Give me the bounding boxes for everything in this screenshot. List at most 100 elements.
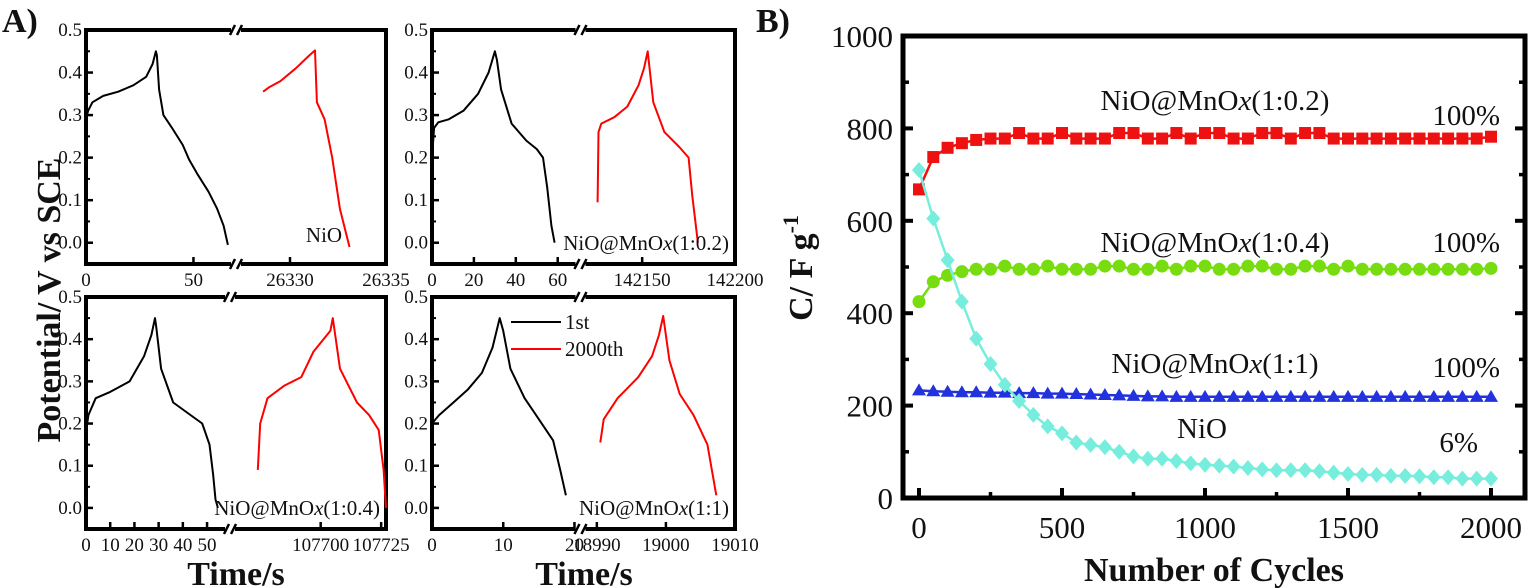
marker-triangle [1212,389,1227,402]
series-nio [912,161,1498,487]
x-tick-label: 0 [427,535,437,556]
marker-circle [1198,259,1212,273]
marker-square [1070,132,1083,145]
marker-circle [1184,259,1198,273]
panel-b-ylabel: C/ F g-1 [778,215,820,321]
marker-diamond [997,376,1012,393]
retention-label: 6% [1439,427,1478,459]
annotation-main: NiO@MnO [563,231,663,255]
x-tick-label: 19010 [711,535,759,556]
marker-square [1056,127,1068,140]
series-annotation: NiO@MnOx(1:1) [1111,348,1318,380]
marker-square [913,183,925,196]
marker-triangle [1155,389,1170,402]
y-tick-label: 0.0 [58,498,82,519]
marker-diamond [1412,468,1427,485]
marker-triangle [1112,388,1127,401]
marker-circle [1084,262,1098,276]
y-tick-label: 0.1 [404,456,428,477]
marker-circle [1441,262,1455,276]
marker-circle [1398,262,1412,276]
axis-break-mark [229,291,238,303]
annotation-italic: x [1237,85,1251,117]
marker-diamond [1112,443,1127,460]
marker-circle [1098,259,1112,273]
marker-triangle [1183,389,1198,402]
axis-break-mark [222,523,231,535]
marker-square [984,132,997,145]
y-tick-label: 0.3 [404,105,428,126]
axis-break-mark [580,523,588,535]
marker-diamond [1441,469,1456,486]
x-tick-label: 0 [427,270,437,291]
marker-triangle [1441,389,1456,402]
marker-square [1141,132,1154,145]
marker-triangle [1341,389,1355,402]
x-tick-label: 26335 [362,270,410,291]
marker-triangle [1198,389,1212,402]
marker-circle [1470,262,1484,276]
marker-triangle [1126,388,1141,401]
marker-diamond [1283,462,1298,479]
marker-diamond [1155,450,1170,467]
panel-a-xlabel-left: Time/s [187,556,285,588]
marker-triangle [1097,387,1112,400]
marker-square [1427,132,1440,145]
y-tick-label: 400 [847,296,894,331]
marker-square [1113,127,1126,140]
retention-label: 100% [1432,227,1500,259]
marker-square [1170,127,1183,140]
axis-break-mark [235,24,244,36]
y-tick-label: 0 [878,481,894,516]
retention-label: 100% [1432,100,1500,132]
x-tick-label: 30 [149,535,168,556]
marker-square [1227,132,1240,145]
marker-square [1127,127,1140,140]
marker-square [1413,132,1426,145]
marker-circle [1069,262,1083,276]
marker-diamond [1083,436,1098,453]
y-tick-label: 0.2 [404,414,428,435]
series-nio-mnox-1-1- [912,383,1498,402]
marker-circle [1270,262,1283,276]
y-tick-label: 0.0 [58,233,82,254]
y-tick-label: 0.1 [404,190,428,211]
axis-break-mark [228,258,237,270]
legend: 1st 2000th [511,310,624,361]
subplot-1: 0.0 0.1 0.2 0.3 0.4 0.5 0 50 26330 26335 NiO [58,20,410,291]
panel-a-label: A) [2,3,38,40]
marker-square [1013,127,1026,140]
axis-break-mark [573,24,581,36]
y-tick-label: 0.4 [58,63,82,84]
marker-square [1241,132,1254,145]
marker-diamond [1484,470,1498,487]
marker-triangle [1083,387,1098,400]
marker-triangle [1369,389,1384,402]
marker-diamond [1240,459,1255,476]
marker-triangle [1355,389,1370,402]
marker-triangle [1283,389,1298,402]
marker-circle [1169,262,1183,276]
axis-break-mark [228,24,237,36]
x-tick-label: 107725 [353,535,410,556]
y-tick-label: 200 [847,389,894,424]
x-tick-label: 0 [911,510,927,545]
curve-2000th [256,317,387,508]
panel-b-ylabel-sup: -1 [778,215,803,233]
y-tick-label: 0.5 [404,20,428,41]
subplot-3: 0.0 0.1 0.2 0.3 0.4 0.5 0 10 20 30 40 50 107700 10772… [58,287,409,556]
marker-diamond [1069,434,1084,451]
axis-break-mark [573,291,581,303]
marker-square [1442,132,1455,145]
marker-square [1084,132,1097,145]
x-tick-label: 20 [125,535,144,556]
series-nio-mnox-1-0-2- [913,127,1497,196]
marker-circle [955,265,969,279]
marker-diamond [1140,450,1155,467]
marker-diamond [1269,462,1284,479]
marker-circle [1141,262,1155,276]
y-tick-label: 0.5 [58,287,82,308]
subplot-annotation: NiO@MnOx(1:1) [579,496,729,520]
axis-break-mark [235,258,244,270]
marker-circle [1298,259,1312,273]
